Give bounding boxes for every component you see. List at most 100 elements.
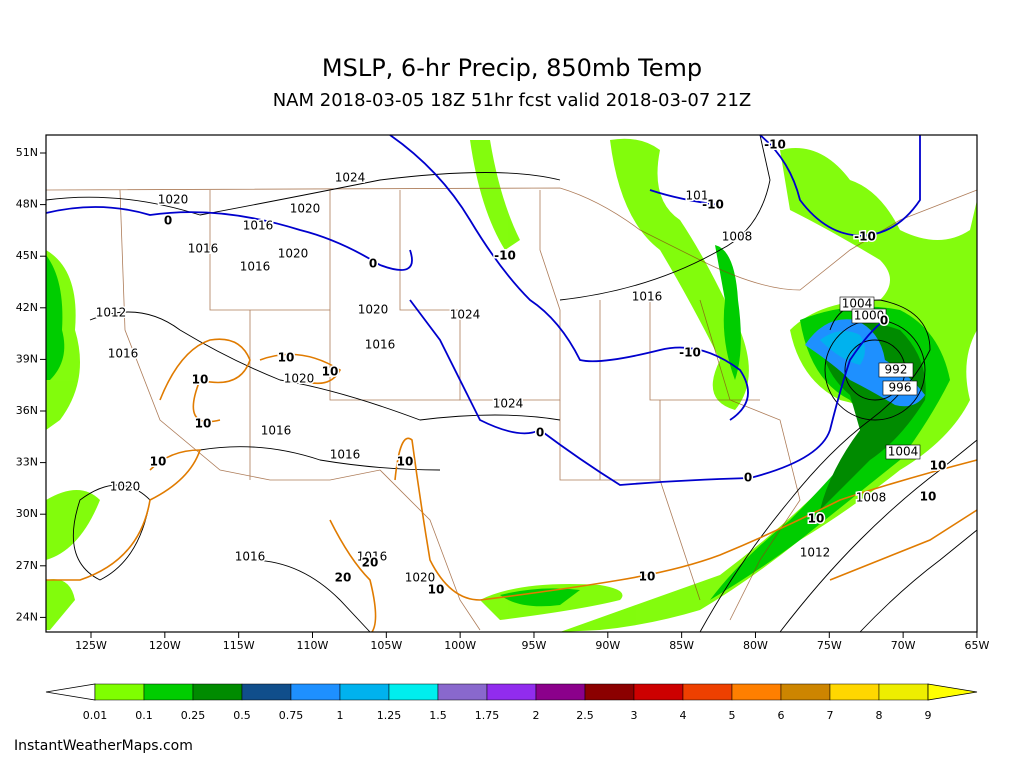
colorbar-box: [535, 683, 586, 701]
isobar-label: 992: [885, 363, 908, 377]
temp-label: -10: [679, 346, 701, 360]
colorbar-box: [241, 683, 292, 701]
colorbar-label: 0.01: [83, 709, 108, 722]
colorbar-label: 0.1: [135, 709, 153, 722]
isobar-label: 1020: [358, 303, 389, 317]
lon-label: 80W: [743, 639, 768, 652]
isobar-label: 1020: [158, 193, 189, 207]
lat-label: 39N: [16, 352, 38, 365]
lon-label: 75W: [817, 639, 842, 652]
temp-label: 0: [744, 471, 752, 485]
temp-label: 10: [397, 455, 414, 469]
isobar-label: 1024: [450, 308, 481, 322]
isobar-label: 1024: [335, 171, 366, 185]
lon-label: 90W: [595, 639, 620, 652]
isobar-label: 1008: [856, 491, 887, 505]
isobar-label: 1024: [493, 397, 524, 411]
colorbar-label: 9: [925, 709, 932, 722]
colorbar-box: [94, 683, 145, 701]
temp-label: -10: [764, 138, 786, 152]
lat-label: 36N: [16, 404, 38, 417]
colorbar-label: 2: [533, 709, 540, 722]
colorbar-label: 0.5: [233, 709, 251, 722]
colorbar-label: 4: [680, 709, 687, 722]
isobar-label: 1008: [722, 230, 753, 244]
title: MSLP, 6-hr Precip, 850mb Temp: [322, 54, 702, 82]
isobar-label-box: [878, 362, 914, 378]
map-area: [45, 134, 978, 633]
colorbar-label: 0.25: [181, 709, 206, 722]
lat-label: 27N: [16, 559, 38, 572]
subtitle: NAM 2018-03-05 18Z 51hr fcst valid 2018-…: [273, 90, 752, 111]
temp-label: -10: [494, 249, 516, 263]
isobar-label: 1016: [108, 347, 139, 361]
temp-label: 10: [639, 570, 656, 584]
lon-label: 120W: [149, 639, 181, 652]
isobar-label: 1016: [330, 448, 361, 462]
temp-label: 0: [536, 426, 544, 440]
lon-label: 70W: [891, 639, 916, 652]
isobar-label: 1020: [405, 571, 436, 585]
temp-label: 10: [428, 583, 445, 597]
isobar-label: 1016: [357, 550, 388, 564]
colorbar-arrow-low: [45, 683, 96, 701]
isobar-label: 1020: [284, 372, 315, 386]
colorbar-box: [633, 683, 684, 701]
lat-label: 48N: [16, 198, 38, 211]
isobar-label: 1016: [365, 338, 396, 352]
boundaries: [45, 187, 978, 631]
temp-label: 10: [930, 459, 947, 473]
warm-lines: [46, 338, 978, 633]
lon-label: 100W: [444, 639, 476, 652]
temp-label: 10: [920, 490, 937, 504]
isobar-label: 1016: [261, 424, 292, 438]
lat-label: 33N: [16, 456, 38, 469]
isobar-label: 1020: [278, 247, 309, 261]
isobar-label: 1016: [243, 219, 274, 233]
colorbar-label: 5: [729, 709, 736, 722]
lon-label: 110W: [297, 639, 329, 652]
isobar-label-box: [882, 380, 918, 396]
isobar-label: 1012: [96, 306, 127, 320]
isobar-label: 1020: [290, 202, 321, 216]
temp-label: 0: [369, 257, 377, 271]
lon-label: 125W: [75, 639, 107, 652]
colorbar-box: [682, 683, 733, 701]
colorbar-label: 7: [827, 709, 834, 722]
colorbar-label: 1: [337, 709, 344, 722]
isobar-label: 996: [889, 381, 912, 395]
temp-label: 10: [150, 455, 167, 469]
colorbar-label: 3: [631, 709, 638, 722]
colorbar-box: [731, 683, 782, 701]
colorbar-box: [339, 683, 390, 701]
lat-label: 30N: [16, 507, 38, 520]
lat-label: 24N: [16, 610, 38, 623]
isobar-label-box: [885, 444, 921, 460]
colorbar-box: [486, 683, 537, 701]
colorbar-box: [388, 683, 439, 701]
colorbar-label: 8: [876, 709, 883, 722]
isobar-label: 1016: [632, 290, 663, 304]
isobar-label-box: [851, 308, 887, 324]
isobar-label: 1000: [854, 309, 885, 323]
temp-label: 10: [808, 512, 825, 526]
colorbar-box: [584, 683, 635, 701]
lat-label: 51N: [16, 146, 38, 159]
temp-label: 10: [278, 351, 295, 365]
colorbar-box: [878, 683, 929, 701]
lat-label: 42N: [16, 301, 38, 314]
isobar-label: 1016: [240, 260, 271, 274]
lon-label: 85W: [669, 639, 694, 652]
lon-label: 95W: [522, 639, 547, 652]
temp-label: 10: [192, 373, 209, 387]
credit: InstantWeatherMaps.com: [14, 738, 193, 754]
colorbar-label: 1.5: [429, 709, 447, 722]
freezing-lines: [45, 134, 921, 486]
isobar-label: 1004: [888, 445, 919, 459]
colorbar: 0.01 0.1 0.25 0.5 0.75 1 1.25 1.5 1.75 2 2.5 3 4 5 6 7 8…: [45, 683, 978, 722]
colorbar-box: [829, 683, 880, 701]
temp-label: 10: [322, 365, 339, 379]
colorbar-box: [780, 683, 831, 701]
isobar-label: 1020: [110, 480, 141, 494]
isobar-label: 101: [686, 189, 709, 203]
